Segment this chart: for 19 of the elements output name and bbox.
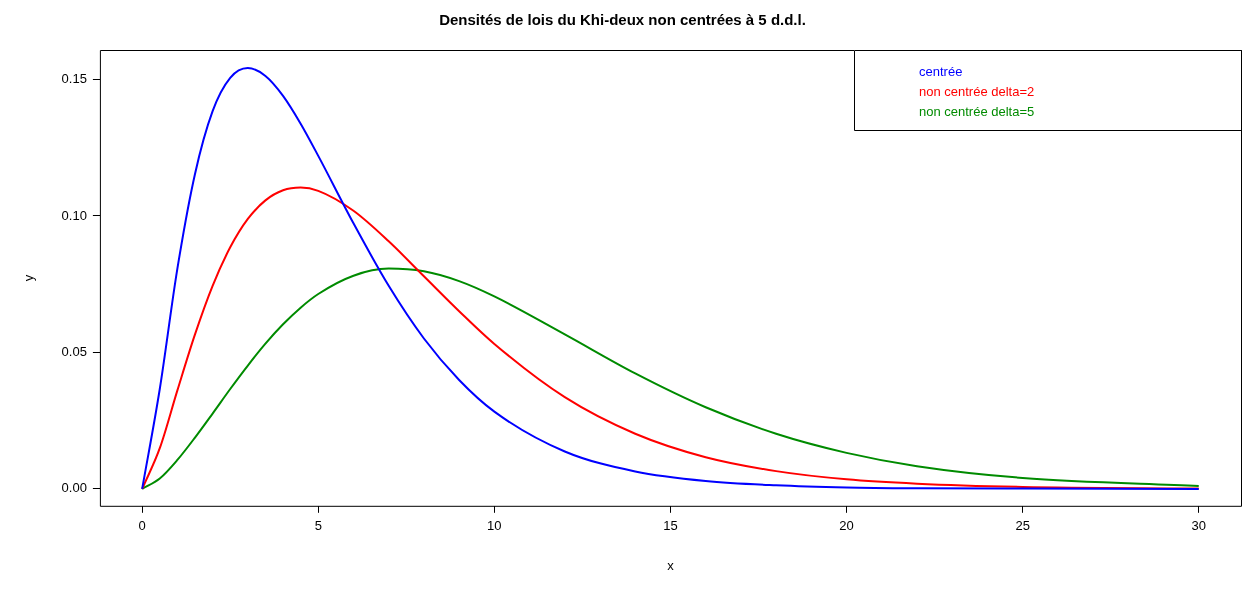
x-tick-label: 0 <box>138 518 146 534</box>
y-axis-title: y <box>21 274 37 282</box>
x-tick-label: 5 <box>314 518 322 534</box>
x-tick-label: 15 <box>663 518 678 534</box>
text: centrée <box>919 63 963 79</box>
x-tick-label: 30 <box>1191 518 1206 534</box>
y-tick-label: 0.05 <box>61 343 87 359</box>
y-tick-label: 0.15 <box>61 71 87 87</box>
line-series <box>141 267 1200 490</box>
text: non centrée delta=2 <box>919 83 1035 99</box>
line-series <box>141 67 1200 490</box>
y-tick-label: 0.10 <box>61 207 87 223</box>
y-tick-label: 0.00 <box>61 480 87 496</box>
chart-title: Densités de lois du Khi-deux non centrées à 5 d.d.l. <box>439 11 806 29</box>
x-tick-label: 20 <box>839 518 854 534</box>
x-tick-label: 10 <box>487 518 502 534</box>
x-tick-label: 25 <box>1015 518 1030 534</box>
x-axis-title: x <box>667 557 675 573</box>
text: non centrée delta=5 <box>919 103 1035 119</box>
